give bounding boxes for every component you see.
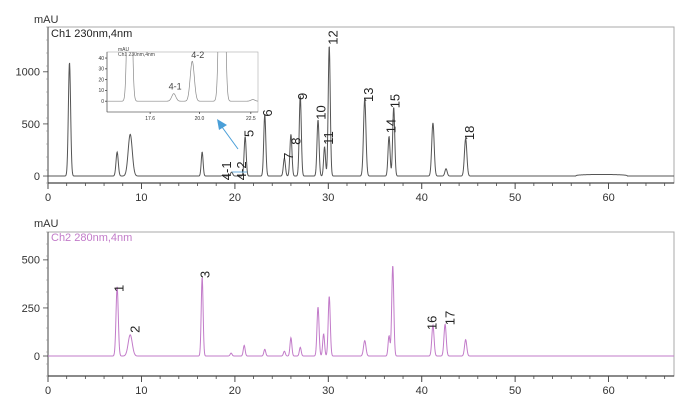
inset-peak-label: 4-1 bbox=[169, 81, 182, 91]
ch2-y-tick-label: 500 bbox=[22, 255, 40, 267]
ch1-peak-label: 4-2 bbox=[234, 161, 249, 180]
inset-y-tick-label: 40 bbox=[98, 56, 104, 62]
ch1-y-tick-label: 0 bbox=[34, 171, 40, 183]
ch1-peak-label: 6 bbox=[260, 109, 275, 116]
ch2-x-tick-label: 50 bbox=[509, 385, 521, 397]
ch1-x-tick-label: 20 bbox=[229, 192, 241, 204]
zoom-arrow-line bbox=[221, 126, 239, 150]
inset-y-tick-label: 30 bbox=[98, 67, 104, 73]
ch1-x-tick-label: 40 bbox=[416, 192, 428, 204]
ch1-title: Ch1 230nm,4nm bbox=[51, 28, 132, 40]
ch2-x-tick-label: 30 bbox=[322, 385, 334, 397]
ch2-plot-frame bbox=[47, 231, 675, 377]
ch1-peak-label: 7 bbox=[281, 153, 296, 160]
inset-y-tick-label: 20 bbox=[98, 77, 104, 83]
ch2-title: Ch2 280nm,4nm bbox=[51, 232, 132, 244]
ch2-x-tick-label: 60 bbox=[602, 385, 614, 397]
inset-x-tick-label: 22.5 bbox=[246, 116, 256, 122]
ch1-y-tick-label: 500 bbox=[22, 119, 40, 131]
ch2-peak-label: 1 bbox=[112, 285, 127, 292]
ch1-peak-label: 5 bbox=[242, 130, 257, 137]
ch1-peak-label: 10 bbox=[313, 105, 328, 119]
ch1-peak-label: 18 bbox=[462, 126, 477, 140]
inset-x-tick-label: 20.0 bbox=[195, 116, 205, 122]
ch2-peak-label: 2 bbox=[128, 326, 143, 333]
ch2-panel: mAU Ch2 280nm,4nm 0 10 20 30 40 50 60 0 250 500 1 2… bbox=[22, 218, 675, 397]
ch1-x-tick-label: 60 bbox=[602, 192, 614, 204]
ch1-peak-label: 15 bbox=[387, 94, 402, 108]
ch2-ylabel: mAU bbox=[34, 218, 59, 230]
ch1-peak-label: 13 bbox=[361, 88, 376, 102]
ch1-panel: mAU Ch1 230nm,4nm 0 10 20 30 40 50 60050010004… bbox=[16, 14, 675, 204]
ch1-peak-label: 9 bbox=[295, 93, 310, 100]
ch1-x-tick-label: 10 bbox=[135, 192, 147, 204]
ch2-x-tick-label: 40 bbox=[416, 385, 428, 397]
inset-title: Ch1 230nm,4nm bbox=[118, 52, 155, 58]
ch2-peak-label: 3 bbox=[198, 271, 213, 278]
ch1-peak-label: 8 bbox=[288, 138, 303, 145]
ch1-x-tick-label: 0 bbox=[45, 192, 51, 204]
inset-x-tick-label: 17.6 bbox=[145, 116, 155, 122]
ch1-trace-line bbox=[48, 46, 674, 177]
ch1-x-tick-label: 30 bbox=[322, 192, 334, 204]
ch2-trace-line bbox=[48, 266, 674, 357]
inset-trace-line bbox=[107, 52, 258, 102]
ch1-x-tick-label: 50 bbox=[509, 192, 521, 204]
ch1-peak-label: 14 bbox=[384, 119, 399, 133]
inset-peak-label: 4-2 bbox=[191, 50, 204, 60]
ch1-peak-label: 12 bbox=[326, 30, 341, 44]
ch1-y-tick-label: 1000 bbox=[16, 67, 40, 79]
inset-ylabel: mAU bbox=[118, 47, 130, 53]
inset-y-tick-label: 0 bbox=[101, 99, 104, 105]
ch1-peak-label: 4-1 bbox=[219, 161, 234, 180]
ch2-y-tick-label: 0 bbox=[34, 351, 40, 363]
inset-y-tick-label: 10 bbox=[98, 88, 104, 94]
ch1-ylabel: mAU bbox=[34, 14, 59, 26]
ch2-x-tick-label: 0 bbox=[45, 385, 51, 397]
zoom-arrow-head-icon bbox=[217, 119, 227, 130]
ch2-peak-label: 16 bbox=[425, 316, 440, 330]
ch1-peak-label: 11 bbox=[321, 131, 336, 145]
ch2-y-tick-label: 250 bbox=[22, 303, 40, 315]
ch2-x-tick-label: 10 bbox=[135, 385, 147, 397]
ch2-peak-label: 17 bbox=[442, 311, 457, 325]
ch2-x-tick-label: 20 bbox=[229, 385, 241, 397]
